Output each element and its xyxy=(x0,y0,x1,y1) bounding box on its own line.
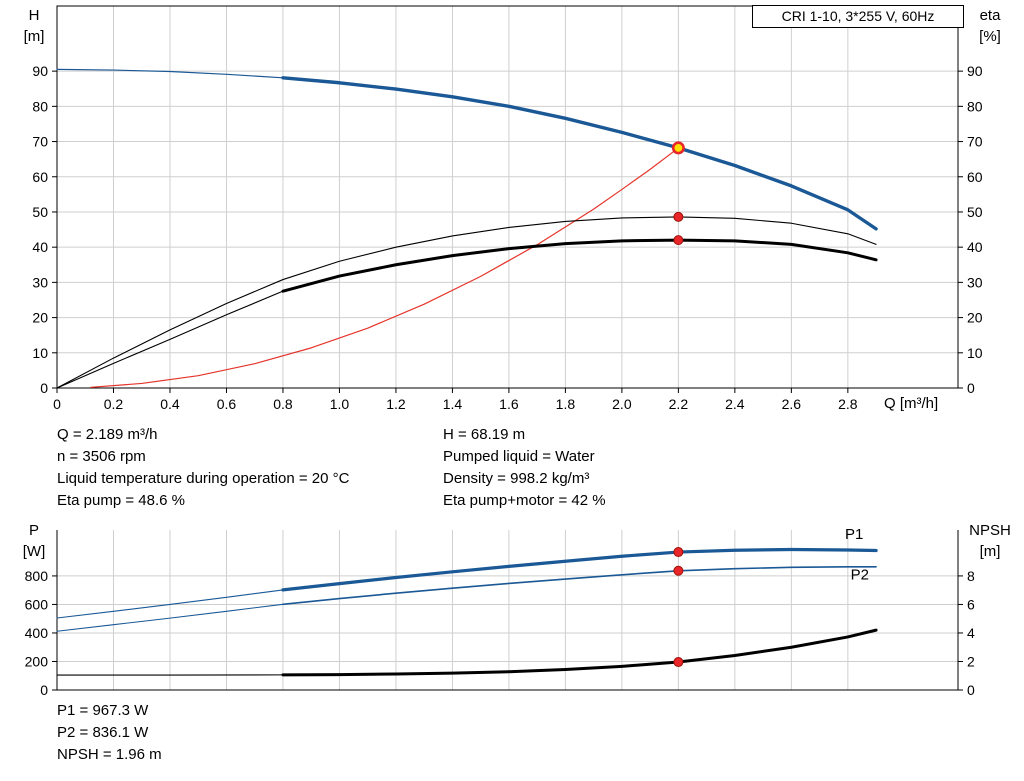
svg-text:2.0: 2.0 xyxy=(612,396,632,412)
p-axis-title: P [W] xyxy=(14,520,54,562)
svg-text:0.8: 0.8 xyxy=(273,396,293,412)
eta-axis-symbol: eta xyxy=(979,7,1001,24)
svg-text:70: 70 xyxy=(32,134,48,150)
info-h-value: H = 68.19 m xyxy=(443,426,526,443)
svg-text:60: 60 xyxy=(32,169,48,185)
npsh-axis-symbol: NPSH xyxy=(969,522,1011,539)
svg-text:8: 8 xyxy=(967,568,975,584)
svg-text:1.6: 1.6 xyxy=(499,396,519,412)
h-axis-symbol: H xyxy=(28,7,40,24)
info-row: n = 3506 rpm Pumped liquid = Water xyxy=(57,446,606,468)
svg-text:80: 80 xyxy=(967,98,983,114)
h-axis-title: H [m] xyxy=(14,5,54,47)
svg-text:10: 10 xyxy=(967,345,983,361)
pump-designation-box: CRI 1-10, 3*255 V, 60Hz xyxy=(752,5,964,28)
svg-text:0: 0 xyxy=(40,380,48,396)
info-speed-value: n = 3506 rpm xyxy=(57,448,146,465)
svg-text:60: 60 xyxy=(967,169,983,185)
info-row: Liquid temperature during operation = 20… xyxy=(57,468,606,490)
svg-text:4: 4 xyxy=(967,625,975,641)
svg-text:0.6: 0.6 xyxy=(217,396,237,412)
svg-text:30: 30 xyxy=(32,274,48,290)
svg-text:10: 10 xyxy=(32,345,48,361)
svg-text:30: 30 xyxy=(967,274,983,290)
svg-text:1.4: 1.4 xyxy=(443,396,463,412)
svg-text:0: 0 xyxy=(967,682,975,698)
svg-text:70: 70 xyxy=(967,134,983,150)
npsh-axis-title: NPSH [m] xyxy=(960,520,1020,562)
eta-axis-title: eta [%] xyxy=(962,5,1018,47)
svg-text:800: 800 xyxy=(25,568,49,584)
svg-text:80: 80 xyxy=(32,98,48,114)
svg-text:2.2: 2.2 xyxy=(669,396,689,412)
svg-text:20: 20 xyxy=(967,310,983,326)
svg-text:200: 200 xyxy=(25,653,49,669)
p-axis-symbol: P xyxy=(28,522,39,539)
svg-text:400: 400 xyxy=(25,625,49,641)
svg-text:2.4: 2.4 xyxy=(725,396,745,412)
svg-text:600: 600 xyxy=(25,596,49,612)
power-npsh-chart-canvas[interactable]: 0 200 400 600 800 0 2 4 6 8 P1 P2 xyxy=(0,522,1024,700)
info-liquid-value: Pumped liquid = Water xyxy=(443,448,595,465)
svg-text:40: 40 xyxy=(32,239,48,255)
svg-text:0: 0 xyxy=(40,682,48,698)
svg-text:20: 20 xyxy=(32,310,48,326)
svg-text:40: 40 xyxy=(967,239,983,255)
svg-text:90: 90 xyxy=(967,63,983,79)
svg-text:0.4: 0.4 xyxy=(160,396,180,412)
info-eta-pump-value: Eta pump = 48.6 % xyxy=(57,492,185,509)
p1-readout: P1 = 967.3 W xyxy=(57,702,149,719)
eta-axis-unit: [%] xyxy=(979,28,1001,45)
p-axis-unit: [W] xyxy=(22,543,46,560)
q-axis-title: Q [m³/h] xyxy=(884,395,939,412)
svg-text:2.8: 2.8 xyxy=(838,396,858,412)
info-density-value: Density = 998.2 kg/m³ xyxy=(443,470,590,487)
info-row: Eta pump = 48.6 % Eta pump+motor = 42 % xyxy=(57,490,606,512)
svg-text:1.2: 1.2 xyxy=(386,396,406,412)
npsh-axis-unit: [m] xyxy=(979,543,1001,560)
info-eta-pump-motor-value: Eta pump+motor = 42 % xyxy=(443,492,606,509)
operating-point-info: Q = 2.189 m³/h H = 68.19 m n = 3506 rpm … xyxy=(57,424,606,512)
svg-text:0: 0 xyxy=(967,380,975,396)
svg-text:2: 2 xyxy=(967,653,975,669)
info-row: Q = 2.189 m³/h H = 68.19 m xyxy=(57,424,606,446)
svg-text:0: 0 xyxy=(53,396,61,412)
svg-text:90: 90 xyxy=(32,63,48,79)
svg-text:0.2: 0.2 xyxy=(104,396,124,412)
svg-text:P1: P1 xyxy=(845,526,863,543)
svg-text:50: 50 xyxy=(967,204,983,220)
info-q-value: Q = 2.189 m³/h xyxy=(57,426,158,443)
svg-text:1.0: 1.0 xyxy=(330,396,350,412)
p2-readout: P2 = 836.1 W xyxy=(57,724,149,741)
qh-eta-chart: 0 10 20 30 40 50 60 70 80 90 0 10 20 30 40 50 60 70 80 90 0 0… xyxy=(0,0,1024,420)
power-npsh-chart: 0 200 400 600 800 0 2 4 6 8 P1 P2 P [W] NPSH [m] xyxy=(0,522,1024,700)
svg-text:1.8: 1.8 xyxy=(556,396,576,412)
svg-text:50: 50 xyxy=(32,204,48,220)
svg-text:6: 6 xyxy=(967,596,975,612)
svg-text:P2: P2 xyxy=(851,566,869,583)
npsh-readout: NPSH = 1.96 m xyxy=(57,746,162,763)
power-npsh-readout: P1 = 967.3 W P2 = 836.1 W NPSH = 1.96 m xyxy=(57,700,162,766)
h-axis-unit: [m] xyxy=(23,28,45,45)
qh-eta-chart-canvas[interactable]: 0 10 20 30 40 50 60 70 80 90 0 10 20 30 40 50 60 70 80 90 0 0… xyxy=(0,0,1024,420)
info-temperature-value: Liquid temperature during operation = 20… xyxy=(57,470,350,487)
svg-text:2.6: 2.6 xyxy=(782,396,802,412)
